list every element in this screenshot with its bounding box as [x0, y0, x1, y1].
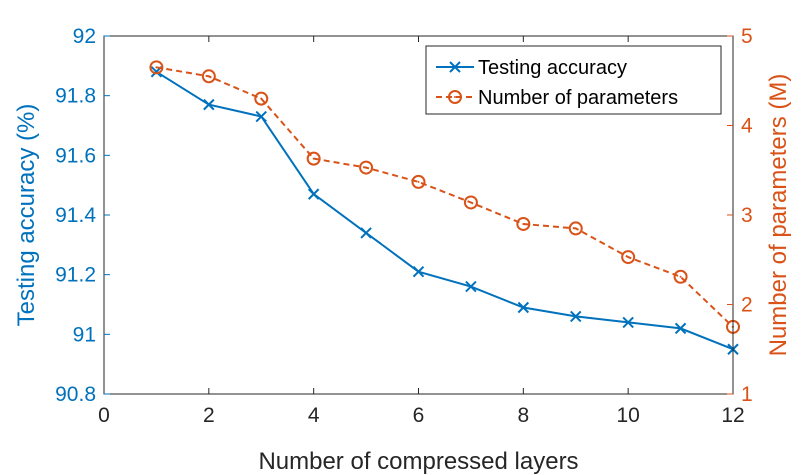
data-point-number-of-parameters: [201, 69, 216, 84]
right-tick-label: 1: [741, 383, 753, 406]
x-tick-label: 12: [721, 404, 744, 427]
data-point-center-number-of-parameters: [155, 66, 158, 69]
data-point-number-of-parameters: [149, 60, 164, 75]
data-point-number-of-parameters: [306, 151, 321, 166]
right-tick-label: 5: [741, 25, 753, 48]
legend-label-params: Number of parameters: [478, 87, 678, 109]
legend-marker-params-dot: [454, 96, 456, 98]
data-point-number-of-parameters: [463, 195, 478, 210]
data-point-number-of-parameters: [621, 250, 636, 265]
data-point-testing-accuracy: [203, 98, 215, 111]
left-axis-title: Testing accuracy (%): [13, 104, 40, 327]
data-point-testing-accuracy: [517, 301, 530, 314]
data-point-number-of-parameters: [411, 174, 426, 189]
x-tick-label: 2: [203, 404, 215, 427]
data-point-number-of-parameters: [568, 221, 583, 236]
data-point-center-number-of-parameters: [207, 75, 210, 78]
data-point-number-of-parameters: [254, 91, 269, 106]
data-point-testing-accuracy: [622, 316, 634, 329]
right-tick-label: 4: [741, 115, 753, 138]
right-tick-label: 2: [741, 294, 753, 317]
right-axis-title: Number of parameters (M): [765, 74, 792, 357]
series-line-number-of-parameters: [156, 66, 734, 328]
data-point-testing-accuracy: [674, 322, 687, 335]
legend-box: [425, 45, 722, 115]
x-tick-label: 0: [98, 404, 110, 427]
left-tick-label: 91: [73, 323, 96, 346]
data-point-testing-accuracy: [307, 188, 320, 200]
series-line-testing-accuracy: [155, 70, 734, 351]
data-point-testing-accuracy: [255, 110, 267, 123]
left-tick-label: 91.2: [55, 264, 96, 287]
data-point-center-number-of-parameters: [365, 166, 368, 169]
x-tick-label: 8: [517, 404, 529, 427]
series-layer: [149, 60, 740, 355]
data-point-center-number-of-parameters: [469, 201, 472, 204]
x-tick-label: 4: [308, 404, 320, 427]
data-point-center-number-of-parameters: [260, 97, 263, 100]
right-tick-label: 3: [741, 204, 753, 227]
x-tick-label: 6: [413, 404, 425, 427]
left-tick-label: 91.4: [55, 204, 96, 227]
left-tick-label: 90.8: [55, 383, 96, 406]
data-point-testing-accuracy: [412, 265, 425, 278]
data-point-center-number-of-parameters: [312, 157, 315, 160]
data-point-center-number-of-parameters: [574, 227, 577, 230]
data-point-number-of-parameters: [359, 160, 374, 175]
legend-marker-accuracy: [449, 61, 461, 73]
left-tick-label: 92: [73, 25, 96, 48]
data-point-center-number-of-parameters: [522, 222, 525, 225]
left-tick-label: 91.6: [55, 144, 96, 167]
legend-marker-params: [448, 90, 462, 104]
x-tick-label: 10: [616, 404, 639, 427]
data-point-center-number-of-parameters: [627, 256, 630, 259]
data-point-center-number-of-parameters: [679, 275, 682, 278]
legend: Testing accuracy Number of parameters: [425, 45, 722, 115]
data-point-testing-accuracy: [570, 310, 582, 323]
data-point-number-of-parameters: [516, 216, 531, 231]
data-point-testing-accuracy: [360, 227, 372, 239]
data-point-number-of-parameters: [673, 269, 688, 284]
left-tick-label: 91.8: [55, 85, 96, 108]
legend-label-accuracy: Testing accuracy: [478, 57, 627, 79]
data-point-testing-accuracy: [465, 280, 477, 293]
x-axis-title: Number of compressed layers: [258, 448, 578, 475]
data-point-center-number-of-parameters: [417, 180, 420, 183]
